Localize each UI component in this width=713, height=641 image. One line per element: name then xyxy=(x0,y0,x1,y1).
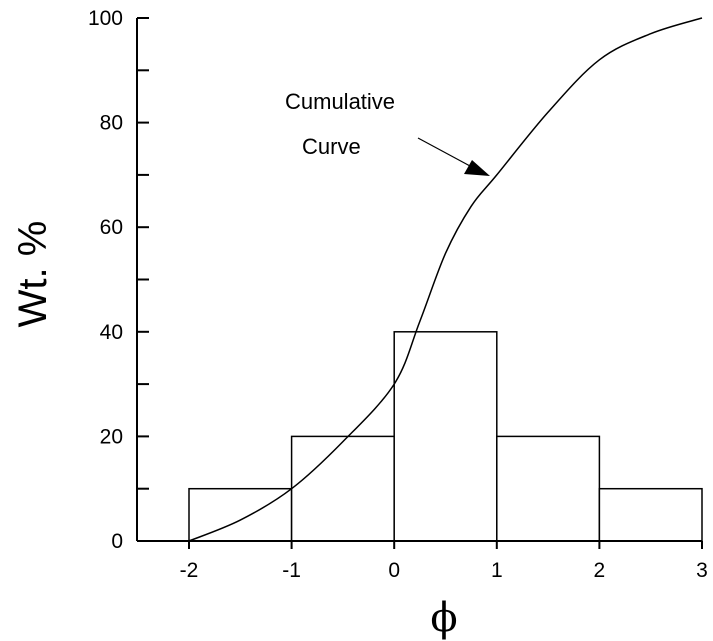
y-tick-label-40: 40 xyxy=(100,321,123,344)
annotation: Cumulative Curve xyxy=(285,89,490,176)
y-tick-label-60: 60 xyxy=(100,216,123,239)
histogram-bar-1 xyxy=(188,487,293,542)
annotation-arrow-head xyxy=(464,160,490,176)
y-tick-label-100: 100 xyxy=(88,7,123,30)
cumulative-curve xyxy=(188,17,703,542)
histogram-bar-2 xyxy=(290,435,395,542)
y-axis-label: Wt. % xyxy=(11,221,55,328)
x-tick-label-5: 3 xyxy=(696,559,708,582)
annotation-line-2: Curve xyxy=(302,134,361,159)
histogram-bar-3 xyxy=(393,331,498,542)
x-tick-label-3: 1 xyxy=(491,559,503,582)
x-tick-label-1: -1 xyxy=(282,559,301,582)
annotation-arrow-line xyxy=(417,137,471,167)
y-tick-label-80: 80 xyxy=(100,112,123,135)
x-ticks-group: -2 -1 0 1 2 3 xyxy=(180,541,708,582)
y-ticks-group: 0 20 40 60 80 100 xyxy=(88,7,149,553)
x-axis-label: ϕ xyxy=(430,595,457,641)
x-tick-label-4: 2 xyxy=(594,559,606,582)
x-tick-label-0: -2 xyxy=(180,559,199,582)
x-tick-label-2: 0 xyxy=(388,559,400,582)
y-tick-label-20: 20 xyxy=(100,425,123,448)
histogram-bar-5 xyxy=(598,487,703,542)
bars-group xyxy=(188,331,703,542)
histogram-bar-4 xyxy=(496,435,601,542)
annotation-line-1: Cumulative xyxy=(285,89,395,114)
y-tick-label-0: 0 xyxy=(111,530,123,553)
